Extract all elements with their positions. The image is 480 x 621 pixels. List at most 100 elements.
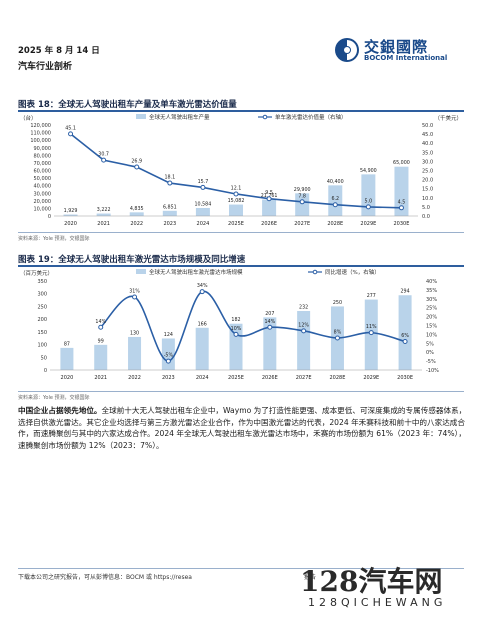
y2-tick-label: 20%	[426, 315, 437, 321]
y-tick-label: 200	[37, 317, 47, 323]
legend-bar-label: 全球无人驾驶出租车产量	[149, 113, 210, 121]
x-tick-label: 2022	[128, 375, 141, 381]
figure-18-chart: （台） （千美元）全球无人驾驶出租车产量 单车激光雷达价值量（右轴）010,0002…	[20, 113, 462, 227]
y-tick-label: 100	[37, 343, 47, 349]
figure-19-bottom-rule	[18, 391, 464, 392]
y2-tick-label: 25%	[426, 306, 437, 312]
bar-value-label: 10,584	[195, 201, 212, 207]
y-axis-unit-label: （台）	[20, 114, 37, 122]
logo-text-en: BOCOM International	[364, 54, 448, 62]
figure-18-rule	[18, 110, 464, 112]
bar-2020	[60, 347, 74, 370]
y-tick-label: 50,000	[34, 176, 52, 182]
bar-2030E	[394, 166, 409, 216]
bar-value-label: 3,222	[97, 207, 111, 213]
y-tick-label: 70,000	[34, 161, 52, 167]
x-tick-label: 2028E	[330, 375, 346, 381]
line-point-2026E	[266, 196, 272, 202]
line-series-path	[70, 133, 402, 209]
body-paragraph: 中国企业占据领先地位。全球前十大无人驾驶出租车企业中，Waymo 为了打造性能更…	[18, 405, 468, 451]
y2-tick-label: 45.0	[422, 132, 433, 138]
bar-value-label: 294	[401, 289, 410, 295]
bar-2025E	[229, 204, 243, 216]
line-value-label: 26.9	[131, 159, 142, 165]
x-tick-label: 2029E	[363, 375, 379, 381]
bar-2024	[195, 327, 209, 370]
x-tick-label: 2024	[197, 221, 210, 227]
y2-tick-label: 50.0	[422, 123, 433, 129]
y2-tick-label: 0.0	[422, 214, 430, 220]
y2-tick-label: 20.0	[422, 178, 433, 184]
y-tick-label: 300	[37, 292, 47, 298]
footer-link-text[interactable]: 下载本公司之研究报告，可从彭博信息：BOCM 或 https://resea	[18, 574, 192, 581]
bar-value-label: 54,900	[360, 168, 377, 174]
report-section: 汽车行业剖析	[18, 62, 73, 72]
line-value-label: 8%	[334, 329, 342, 335]
y-tick-label: 90,000	[34, 146, 52, 152]
y2-tick-label: 5%	[426, 341, 434, 347]
x-tick-label: 2025E	[228, 221, 244, 227]
bar-value-label: 182	[231, 317, 240, 323]
x-tick-label: 2026E	[262, 375, 278, 381]
bar-2021	[94, 344, 108, 370]
line-value-label: 4.5	[398, 199, 406, 205]
line-value-label: 12%	[298, 322, 309, 328]
line-value-label: -5%	[164, 353, 174, 359]
legend-bar-swatch	[136, 269, 146, 274]
line-point-2029E	[368, 330, 374, 336]
line-value-label: 14%	[264, 319, 275, 325]
line-value-label: 14%	[95, 319, 106, 325]
x-tick-label: 2020	[64, 221, 77, 227]
line-point-2021	[101, 157, 107, 163]
watermark-sub: 128QICHEWANG	[308, 596, 447, 609]
y2-tick-label: 0%	[426, 350, 434, 356]
y-tick-label: 100,000	[30, 138, 51, 144]
line-value-label: 31%	[129, 289, 140, 295]
y2-axis-unit-label: （千美元）	[434, 114, 462, 122]
line-point-2026E	[267, 324, 273, 330]
y2-tick-label: -10%	[426, 368, 439, 374]
x-tick-label: 2023	[163, 221, 176, 227]
y-tick-label: 350	[37, 279, 47, 285]
x-tick-label: 2025E	[228, 375, 244, 381]
x-tick-label: 2022	[130, 221, 143, 227]
bar-2028E	[328, 185, 343, 216]
line-point-2028E	[334, 335, 340, 341]
line-value-label: 9.5	[265, 190, 273, 196]
line-point-2022	[134, 164, 140, 170]
line-value-label: 10%	[231, 326, 242, 332]
y2-tick-label: 15%	[426, 324, 437, 330]
bar-value-label: 124	[164, 332, 173, 338]
bar-2020	[63, 214, 78, 216]
line-point-2024	[200, 184, 206, 190]
bar-value-label: 207	[265, 311, 274, 317]
bar-value-label: 250	[333, 300, 342, 306]
bar-2022	[128, 336, 142, 370]
figure-18-source: 资料来源：Yole 预测，交银国际	[18, 236, 90, 242]
legend-line-marker	[262, 114, 268, 120]
paragraph-lead: 中国企业占据领先地位。	[18, 406, 102, 415]
legend-bar-swatch	[136, 114, 146, 119]
line-value-label: 11%	[366, 324, 377, 330]
figure-19-source: 资料来源：Yole 预测，交银国际	[18, 395, 90, 401]
legend-line-marker	[312, 269, 318, 275]
bocom-logo-icon	[335, 38, 359, 62]
y-tick-label: 110,000	[30, 131, 51, 137]
bar-value-label: 130	[130, 330, 139, 336]
x-tick-label: 2030E	[394, 221, 410, 227]
y2-tick-label: 10.0	[422, 196, 433, 202]
y-tick-label: 0	[48, 214, 51, 220]
x-tick-label: 2023	[162, 375, 175, 381]
line-point-2029E	[365, 204, 371, 210]
line-point-2027E	[299, 199, 305, 205]
bar-2023	[162, 210, 177, 216]
line-series-path	[100, 290, 406, 362]
y-axis-unit-label: （百万美元）	[20, 269, 53, 277]
figure-19-title: 图表 19：全球无人驾驶出租车激光雷达市场规模及同比增速	[18, 255, 246, 265]
x-tick-label: 2026E	[261, 221, 277, 227]
line-value-label: 34%	[197, 283, 208, 289]
line-point-2030E	[402, 339, 408, 345]
y2-tick-label: 10%	[426, 332, 437, 338]
line-point-2023	[167, 180, 173, 186]
bar-2026E	[262, 199, 277, 216]
